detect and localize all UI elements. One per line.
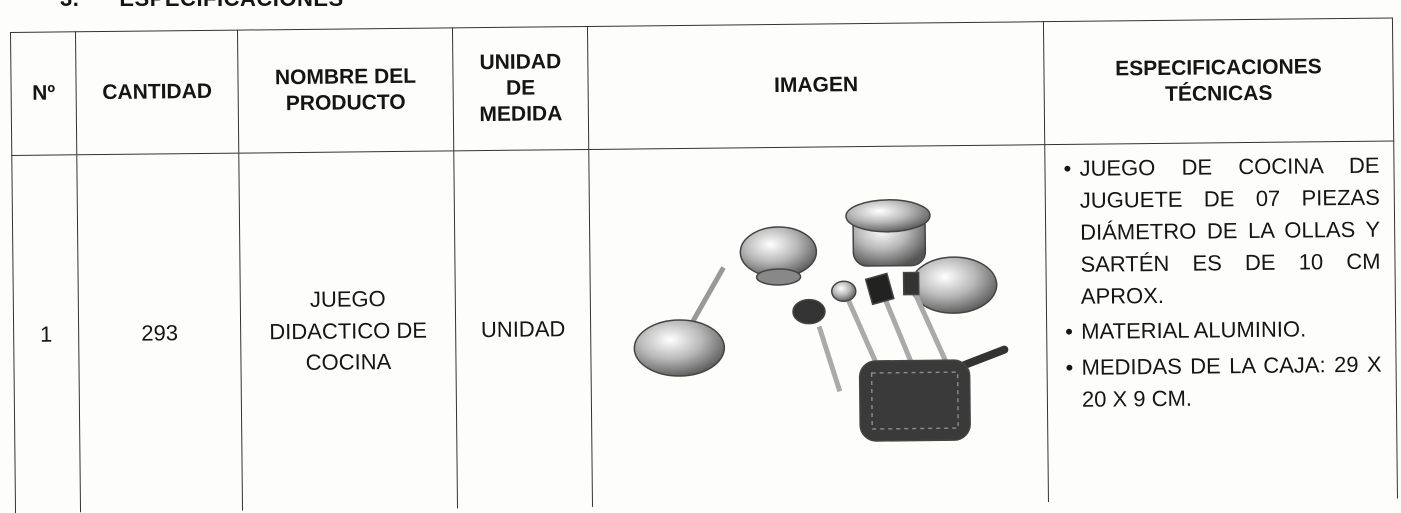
product-image bbox=[633, 199, 1008, 442]
header-row: Nº CANTIDAD NOMBRE DEL PRODUCTO UNIDAD D… bbox=[10, 18, 1394, 156]
spec-item: MATERIAL ALUMINIO. bbox=[1069, 313, 1381, 348]
section-number: 3. bbox=[60, 0, 79, 11]
cell-product: JUEGO DIDACTICO DE COCINA bbox=[238, 150, 458, 511]
spec-item: JUEGO DE COCINA DE JUGUETE DE 07 PIEZAS … bbox=[1067, 150, 1381, 313]
table-wrap: Nº CANTIDAD NOMBRE DEL PRODUCTO UNIDAD D… bbox=[10, 18, 1398, 513]
cell-number: 1 bbox=[11, 154, 81, 513]
section-title: ESPECIFICACIONES bbox=[119, 0, 343, 11]
header-cell: IMAGEN bbox=[587, 21, 1045, 150]
spec-item: MEDIDAS DE LA CAJA: 29 X 20 X 9 CM. bbox=[1069, 349, 1382, 416]
cell-quantity: 293 bbox=[76, 153, 243, 513]
header-cell: Nº bbox=[10, 31, 77, 156]
spec-table: Nº CANTIDAD NOMBRE DEL PRODUCTO UNIDAD D… bbox=[10, 18, 1398, 513]
cell-unit: UNIDAD bbox=[453, 149, 593, 509]
body-row: 1 293 JUEGO DIDACTICO DE COCINA UNIDAD bbox=[11, 141, 1398, 513]
header-cell: UNIDAD DE MEDIDA bbox=[452, 26, 589, 151]
header-cell: ESPECIFICACIONES TÉCNICAS bbox=[1043, 18, 1394, 145]
spec-list: JUEGO DE COCINA DE JUGUETE DE 07 PIEZAS … bbox=[1067, 150, 1382, 416]
header-cell: CANTIDAD bbox=[75, 30, 239, 155]
section-heading: 3. ESPECIFICACIONES bbox=[60, 0, 384, 12]
header-cell: NOMBRE DEL PRODUCTO bbox=[237, 27, 454, 154]
cell-specs: JUEGO DE COCINA DE JUGUETE DE 07 PIEZAS … bbox=[1044, 141, 1398, 503]
cell-image bbox=[588, 144, 1049, 507]
